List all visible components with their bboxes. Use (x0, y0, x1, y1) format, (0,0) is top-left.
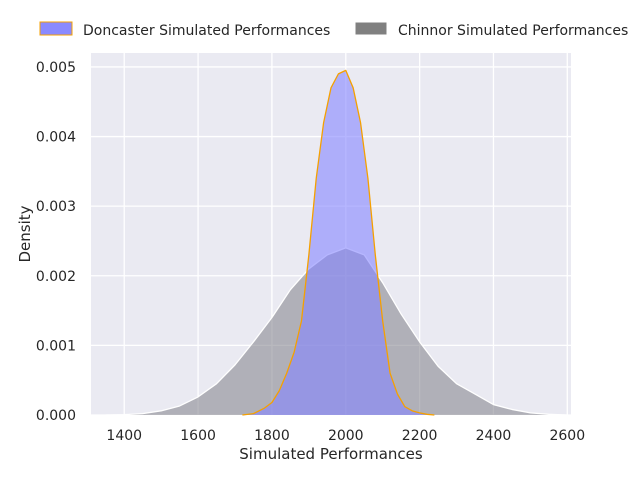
y-tick-label: 0.005 (36, 60, 76, 76)
x-tick-label: 2400 (476, 428, 512, 444)
x-axis-title: Simulated Performances (239, 445, 423, 463)
y-tick-label: 0.003 (36, 199, 76, 215)
y-axis-title: Density (16, 205, 34, 262)
legend-label-chinnor: Chinnor Simulated Performances (398, 23, 628, 39)
density-area-doncaster (242, 70, 435, 416)
legend-swatch-doncaster (39, 21, 73, 36)
legend-label-doncaster: Doncaster Simulated Performances (83, 23, 330, 39)
x-tick-label: 2200 (402, 428, 438, 444)
legend: Doncaster Simulated Performances Chinnor… (39, 21, 628, 39)
density-line-doncaster (242, 69, 435, 416)
y-tick-label: 0.000 (36, 408, 76, 424)
y-tick-label: 0.004 (36, 130, 76, 146)
x-axis-ticks: 1400 1600 1800 2000 2200 2400 2600 (106, 428, 585, 444)
x-tick-label: 2000 (328, 428, 364, 444)
y-tick-label: 0.002 (36, 269, 76, 285)
x-tick-label: 2600 (549, 428, 585, 444)
density-areas (105, 69, 568, 416)
y-axis-ticks: 0.000 0.001 0.002 0.003 0.004 0.005 (36, 60, 76, 424)
y-tick-label: 0.001 (36, 338, 76, 354)
x-tick-label: 1800 (254, 428, 290, 444)
x-tick-label: 1400 (106, 428, 142, 444)
x-tick-label: 1600 (180, 428, 216, 444)
legend-swatch-chinnor (354, 21, 388, 36)
